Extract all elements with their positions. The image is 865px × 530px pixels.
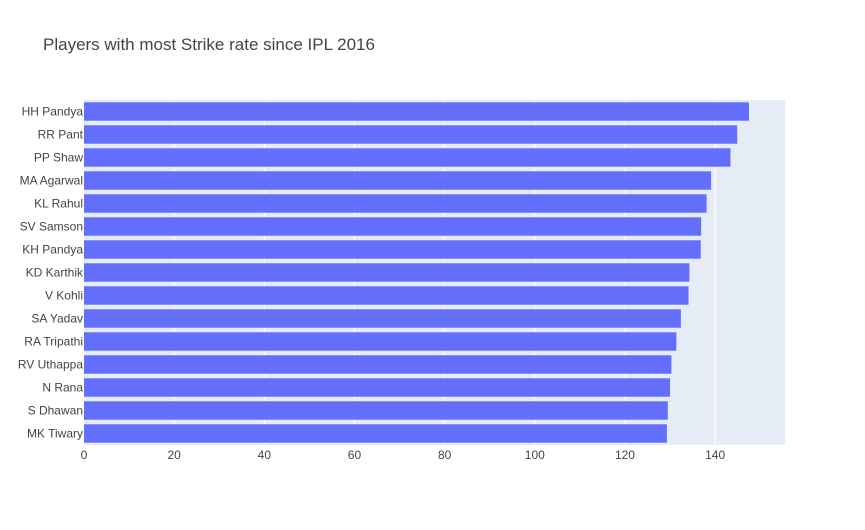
bar[interactable] <box>84 194 707 213</box>
y-tick-label: SA Yadav <box>31 312 83 326</box>
y-tick-label: SV Samson <box>20 220 83 234</box>
bar[interactable] <box>84 309 681 328</box>
bars <box>84 102 749 443</box>
x-axis-tick-labels: 0 20 40 60 80 100 120 140 <box>81 448 726 462</box>
y-tick-label: MA Agarwal <box>20 174 83 188</box>
bar[interactable] <box>84 240 701 259</box>
bar[interactable] <box>84 217 702 236</box>
y-tick-label: RR Pant <box>38 128 84 142</box>
bar[interactable] <box>84 171 712 190</box>
x-tick-label: 80 <box>438 448 452 462</box>
x-tick-label: 20 <box>167 448 181 462</box>
y-tick-label: S Dhawan <box>28 404 83 418</box>
x-tick-label: 120 <box>615 448 635 462</box>
y-axis-tick-labels: HH Pandya RR Pant PP Shaw MA Agarwal KL Rahu… <box>18 105 84 441</box>
y-tick-label: KL Rahul <box>34 197 83 211</box>
y-tick-label: RA Tripathi <box>24 335 83 349</box>
bar[interactable] <box>84 378 671 397</box>
bar[interactable] <box>84 125 738 144</box>
y-tick-label: N Rana <box>42 381 83 395</box>
bar[interactable] <box>84 424 667 443</box>
y-tick-label: PP Shaw <box>34 151 83 165</box>
y-tick-label: KH Pandya <box>22 243 83 257</box>
bar[interactable] <box>84 355 672 374</box>
bar[interactable] <box>84 148 731 167</box>
x-tick-label: 40 <box>258 448 272 462</box>
bar[interactable] <box>84 401 668 420</box>
bar[interactable] <box>84 332 677 351</box>
y-tick-label: V Kohli <box>45 289 83 303</box>
x-tick-label: 0 <box>81 448 88 462</box>
bar[interactable] <box>84 263 690 282</box>
y-tick-label: KD Karthik <box>26 266 84 280</box>
bar[interactable] <box>84 286 689 305</box>
chart-title: Players with most Strike rate since IPL … <box>43 35 375 54</box>
y-tick-label: MK Tiwary <box>27 427 83 441</box>
x-tick-label: 140 <box>705 448 725 462</box>
x-tick-label: 60 <box>348 448 362 462</box>
x-tick-label: 100 <box>525 448 545 462</box>
bar[interactable] <box>84 102 749 121</box>
y-tick-label: HH Pandya <box>22 105 84 119</box>
y-tick-label: RV Uthappa <box>18 358 83 372</box>
